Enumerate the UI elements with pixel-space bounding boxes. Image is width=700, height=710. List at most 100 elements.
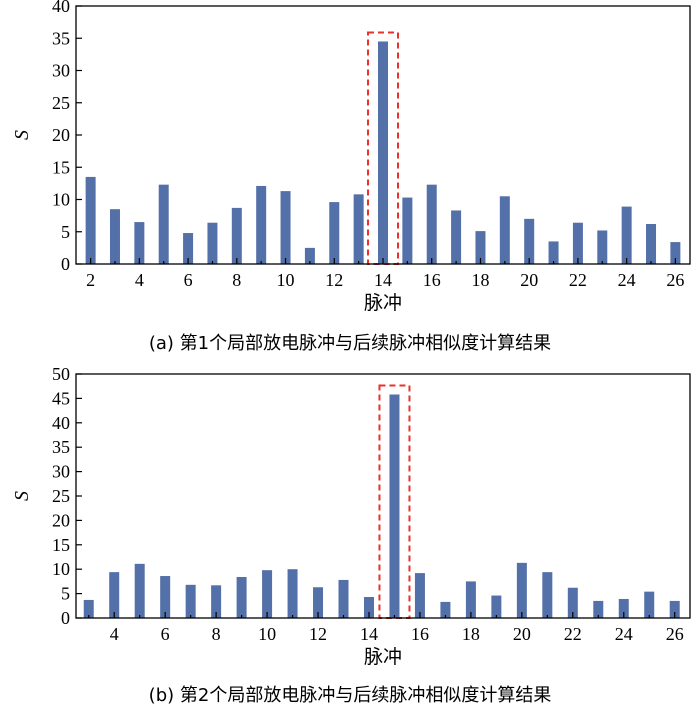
chart-a-bar (231, 207, 242, 264)
chart-b-y-tick-label: 0 (61, 608, 70, 628)
chart-a-bar (329, 202, 340, 264)
chart-b-bar (160, 576, 171, 618)
chart-b-y-tick-label: 20 (52, 510, 70, 530)
chart-a-bar (85, 176, 96, 264)
chart-b-y-tick-label: 40 (52, 413, 70, 433)
chart-a-x-tick-label: 2 (86, 270, 95, 290)
chart-a-bar (183, 233, 194, 264)
chart-b-x-tick-label: 24 (615, 624, 633, 644)
chart-b-y-tick-label: 35 (52, 437, 70, 457)
chart-b-caption: (b) 第2个局部放电脉冲与后续脉冲相似度计算结果 (148, 685, 552, 706)
chart-b-bar (363, 597, 374, 618)
chart-b-bar (236, 577, 247, 618)
chart-b-bar (593, 600, 604, 618)
chart-a-bar (475, 231, 486, 264)
chart-a-y-tick-label: 0 (61, 254, 70, 274)
chart-a-x-tick-label: 24 (618, 270, 636, 290)
chart-a-y-tick-label: 30 (52, 61, 70, 81)
chart-a-bar (451, 210, 462, 264)
chart-a-bar (256, 185, 267, 264)
chart-a-y-tick-label: 15 (52, 157, 70, 177)
chart-a-x-tick-label: 12 (325, 270, 343, 290)
chart-b-x-tick-label: 26 (666, 624, 684, 644)
chart-a-bar (670, 242, 681, 264)
chart-a-x-tick-label: 20 (520, 270, 538, 290)
chart-b-bar (134, 563, 145, 618)
chart-a-y-axis-title: S (11, 130, 33, 140)
chart-b-bar (440, 601, 451, 618)
chart-b-bar (185, 584, 196, 618)
chart-a-bar (621, 206, 632, 264)
chart-a-bar (646, 224, 657, 264)
chart-b-y-tick-label: 5 (61, 584, 70, 604)
chart-a-bar (402, 197, 413, 264)
chart-a-y-tick-label: 10 (52, 190, 70, 210)
chart-a-bar (524, 218, 535, 264)
chart-a-x-tick-label: 8 (232, 270, 241, 290)
chart-b-bar (338, 579, 349, 618)
chart-b-y-tick-label: 15 (52, 535, 70, 555)
chart-b-x-tick-label: 10 (258, 624, 276, 644)
chart-a-x-tick-label: 10 (277, 270, 295, 290)
chart-b-bar (109, 572, 120, 618)
chart-b-highlight-box (378, 384, 411, 619)
chart-a-highlight-box (367, 31, 399, 265)
chart-a-x-tick-label: 4 (135, 270, 144, 290)
chart-b-bar (313, 587, 324, 618)
chart-b-x-axis-title: 脉冲 (364, 646, 402, 668)
chart-b-bar (491, 595, 502, 618)
chart-a-x-tick-label: 26 (666, 270, 684, 290)
chart-b-x-tick-label: 14 (360, 624, 378, 644)
chart-b-x-tick-label: 20 (513, 624, 531, 644)
chart-b-bar (618, 598, 629, 618)
chart-b-bar (211, 585, 222, 618)
chart-b-bar (83, 599, 94, 618)
chart-a-x-axis-title: 脉冲 (364, 292, 402, 314)
chart-b-x-tick-label: 6 (161, 624, 170, 644)
chart-b-x-tick-label: 18 (462, 624, 480, 644)
chart-a-y-tick-label: 5 (61, 222, 70, 242)
chart-a-x-tick-label: 6 (184, 270, 193, 290)
chart-b-svg: 0 5 10 15 20 25 30 35 40 45 50 4 6 8 10 12 14 16 18 20 22 24 2… (11, 364, 691, 668)
chart-b-x-tick-label: 12 (309, 624, 327, 644)
chart-b-x-tick-label: 8 (212, 624, 221, 644)
chart-a-bar (109, 209, 120, 264)
chart-b-y-tick-label: 30 (52, 462, 70, 482)
chart-b-bar (644, 591, 655, 618)
chart-b-y-tick-label: 10 (52, 559, 70, 579)
chart-b-bar (669, 600, 680, 618)
chart-b-bar (567, 587, 578, 618)
chart-a-bar (134, 222, 145, 264)
chart-b-bar (542, 572, 553, 618)
chart-b-y-axis-title: S (11, 491, 33, 501)
chart-a-bar (426, 184, 437, 264)
chart-a-bar (280, 191, 291, 264)
chart-b-bar (287, 569, 298, 618)
chart-a-bar (353, 194, 364, 264)
chart-b-y-tick-label: 25 (52, 486, 70, 506)
chart-b-bar (389, 394, 400, 618)
chart-a-bar (499, 196, 510, 264)
chart-a-bar (378, 41, 388, 264)
chart-b-y-tick-label: 45 (52, 388, 70, 408)
chart-b-x-tick-label: 22 (564, 624, 582, 644)
chart-a-y-tick-label: 20 (52, 125, 70, 145)
chart-a-bar (548, 241, 559, 264)
chart-b-bar (516, 562, 527, 618)
chart-b-y-tick-label: 50 (52, 364, 70, 384)
chart-a-x-tick-label: 16 (423, 270, 441, 290)
chart-a-bar (158, 184, 169, 264)
chart-a-x-tick-label: 18 (471, 270, 489, 290)
chart-b-bar (465, 581, 476, 618)
chart-a-caption: (a) 第1个局部放电脉冲与后续脉冲相似度计算结果 (148, 333, 552, 354)
chart-b-bar (414, 573, 425, 618)
chart-a-bar (572, 222, 583, 264)
chart-b-bar (262, 570, 273, 618)
chart-a-bar (304, 247, 315, 264)
chart-panel-b: 0 5 10 15 20 25 30 35 40 45 50 4 6 8 10 12 14 16 18 20 22 24 2… (0, 355, 700, 710)
chart-a-y-tick-label: 35 (52, 28, 70, 48)
chart-a-bar (207, 222, 218, 264)
chart-panel-a: 0 5 10 15 20 25 30 35 40 2 4 6 8 10 12 14 16 18 20 22 24 26 脉冲… (11, 0, 691, 354)
chart-b-x-tick-label: 4 (110, 624, 119, 644)
